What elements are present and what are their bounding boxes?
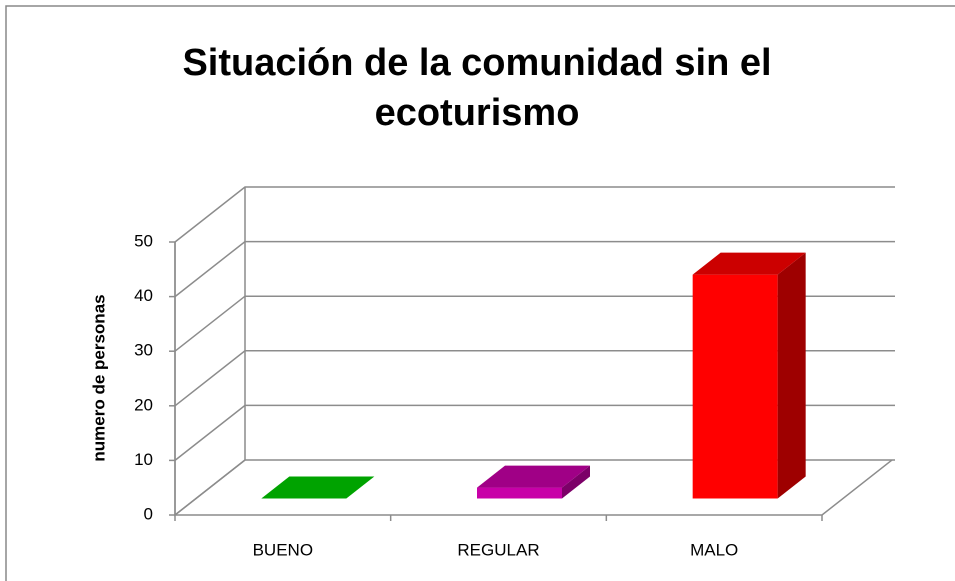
x-tick-label: REGULAR — [457, 540, 539, 559]
grid-line — [174, 459, 895, 516]
grid-line — [174, 350, 895, 407]
y-tick-label: 0 — [144, 504, 153, 523]
grid-line — [174, 240, 895, 298]
frame — [5, 5, 955, 581]
bar-front — [692, 274, 778, 499]
grid-line — [174, 295, 895, 352]
y-axis-label: numero de personas — [89, 294, 108, 461]
grid-line — [174, 404, 895, 461]
y-tick-label: 50 — [134, 231, 153, 250]
bar-side — [777, 252, 806, 499]
y-tick-label: 20 — [134, 395, 153, 414]
x-tick-label: BUENO — [253, 540, 313, 559]
bar-side — [562, 465, 590, 499]
chart-title: Situación de la comunidad sin el ecoturi… — [182, 42, 772, 134]
y-tick-label: 40 — [134, 286, 153, 305]
grid-line — [174, 186, 895, 243]
y-tick-label: 10 — [134, 450, 153, 469]
bar-top — [477, 465, 590, 488]
bar-front — [477, 487, 562, 499]
back-wall-edge — [174, 187, 246, 517]
bar-top — [261, 476, 375, 499]
bar-top — [692, 252, 806, 275]
y-tick-label: 30 — [134, 341, 153, 360]
x-tick-label: MALO — [690, 540, 738, 559]
